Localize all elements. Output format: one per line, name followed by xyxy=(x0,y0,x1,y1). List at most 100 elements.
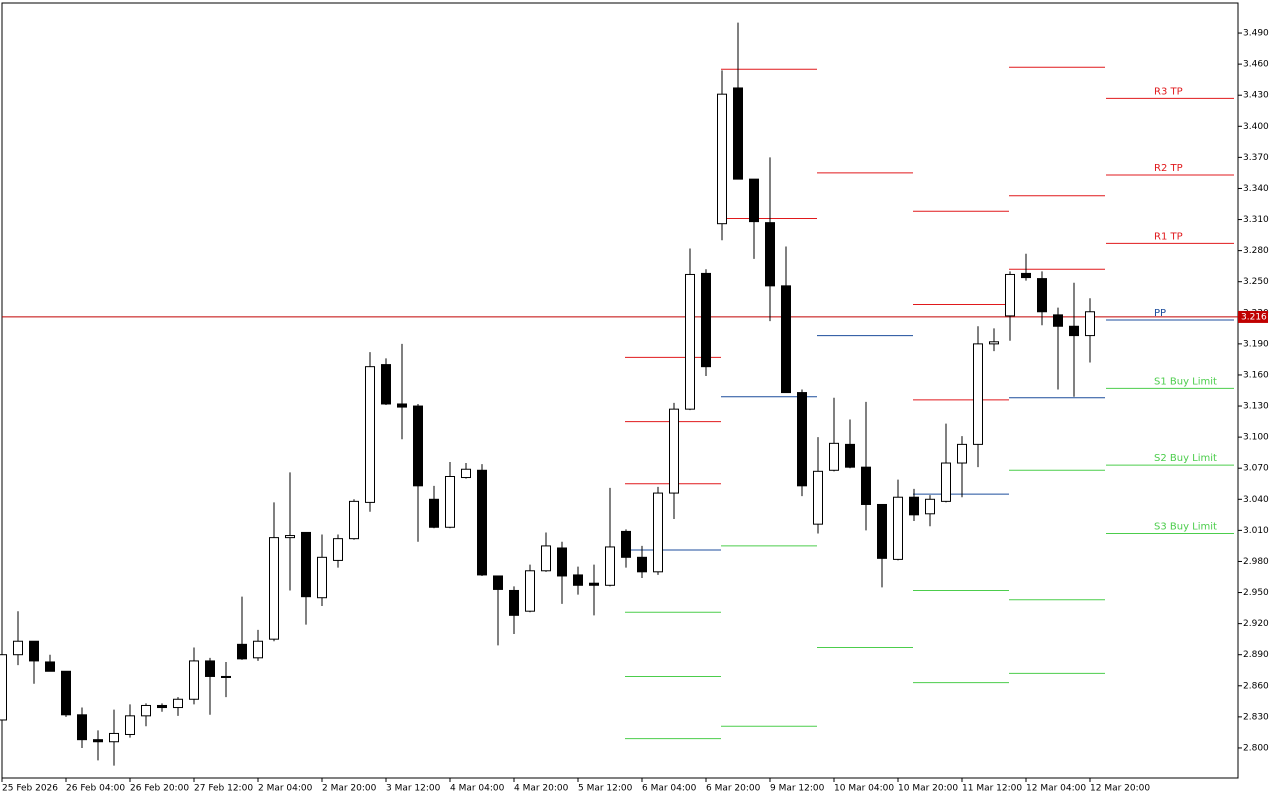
candle-body xyxy=(461,468,471,479)
candle-body xyxy=(253,640,263,659)
candle-body xyxy=(1005,273,1015,317)
candle-body xyxy=(557,547,567,577)
candle-body xyxy=(973,343,983,445)
y-tick-label: 2.800 xyxy=(1243,743,1269,753)
candle-body xyxy=(269,537,279,640)
candle-body xyxy=(141,704,151,717)
candle-body xyxy=(637,556,647,573)
candle-body xyxy=(445,475,455,528)
target-label: PP xyxy=(1154,308,1166,319)
y-tick-label: 3.490 xyxy=(1243,29,1269,39)
candle-body xyxy=(317,556,327,599)
candle-body xyxy=(573,574,583,586)
x-tick-label: 6 Mar 04:00 xyxy=(642,784,697,794)
y-tick-label: 3.370 xyxy=(1243,153,1269,163)
y-tick-label: 3.070 xyxy=(1243,464,1269,474)
candle-body xyxy=(701,272,711,368)
y-tick-label: 2.860 xyxy=(1243,681,1269,691)
candle-body xyxy=(605,546,615,586)
candle-body xyxy=(61,670,71,716)
target-label: S3 Buy Limit xyxy=(1154,521,1217,532)
candle-body xyxy=(813,470,823,525)
candle-body xyxy=(509,589,519,616)
candle-body xyxy=(189,660,199,700)
candle-body xyxy=(717,93,727,225)
candle-body xyxy=(1069,325,1079,337)
candle-body xyxy=(669,408,679,494)
candle-body xyxy=(29,640,39,662)
y-tick-label: 3.250 xyxy=(1243,277,1269,287)
plot-frame xyxy=(1,2,1239,779)
y-tick-label: 2.830 xyxy=(1243,712,1269,722)
candle-body xyxy=(221,675,231,678)
current-price-tag xyxy=(1238,310,1268,323)
x-tick-label: 4 Mar 20:00 xyxy=(514,784,569,794)
candle-body xyxy=(45,661,55,672)
y-tick-label: 2.920 xyxy=(1243,619,1269,629)
candle-body xyxy=(957,443,967,464)
candle-body xyxy=(109,732,119,743)
candle-body xyxy=(477,469,487,576)
y-tick-label: 3.280 xyxy=(1243,246,1269,256)
candle-body xyxy=(845,443,855,468)
candle-body xyxy=(1037,278,1047,313)
y-tick-label: 3.310 xyxy=(1243,215,1269,225)
target-label: R2 TP xyxy=(1154,163,1183,174)
candle-body xyxy=(333,538,343,561)
x-tick-label: 10 Mar 04:00 xyxy=(834,784,894,794)
x-tick-label: 27 Feb 12:00 xyxy=(194,784,253,794)
y-tick-label: 3.460 xyxy=(1243,60,1269,70)
candle-body xyxy=(781,285,791,394)
y-tick-label: 3.400 xyxy=(1243,122,1269,132)
candle-body xyxy=(941,462,951,502)
x-tick-label: 25 Feb 2026 xyxy=(2,784,58,794)
x-tick-label: 12 Mar 04:00 xyxy=(1026,784,1086,794)
y-tick-label: 3.340 xyxy=(1243,184,1269,194)
candle-body xyxy=(989,341,999,345)
candle-body xyxy=(589,582,599,586)
candle-body xyxy=(877,503,887,559)
candle-body xyxy=(125,715,135,735)
x-tick-label: 3 Mar 12:00 xyxy=(386,784,441,794)
x-tick-label: 10 Mar 20:00 xyxy=(898,784,958,794)
target-label: S1 Buy Limit xyxy=(1154,376,1217,387)
candle-body xyxy=(13,640,23,656)
x-tick-label: 11 Mar 12:00 xyxy=(962,784,1022,794)
candle-body xyxy=(413,405,423,487)
x-tick-label: 26 Feb 20:00 xyxy=(130,784,189,794)
y-tick-label: 3.190 xyxy=(1243,339,1269,349)
candle-body xyxy=(157,704,167,709)
current-price-label: 3.216 xyxy=(1241,312,1267,322)
candle-body xyxy=(301,531,311,598)
candle-body xyxy=(925,498,935,515)
candle-body xyxy=(237,643,247,660)
candle-body xyxy=(749,178,759,223)
x-tick-label: 5 Mar 12:00 xyxy=(578,784,633,794)
candle-body xyxy=(173,698,183,709)
y-tick-label: 3.160 xyxy=(1243,370,1269,380)
candle-body xyxy=(365,366,375,503)
candle-body xyxy=(397,403,407,408)
x-tick-label: 4 Mar 04:00 xyxy=(450,784,505,794)
candle-body xyxy=(0,654,7,721)
candle-body xyxy=(77,714,87,741)
target-label: S2 Buy Limit xyxy=(1154,453,1217,464)
target-label: R1 TP xyxy=(1154,231,1183,242)
candle-body xyxy=(797,392,807,487)
candle-body xyxy=(285,535,295,539)
y-tick-label: 3.100 xyxy=(1243,433,1269,443)
y-tick-label: 2.890 xyxy=(1243,650,1269,660)
candle-body xyxy=(381,364,391,405)
y-tick-label: 3.430 xyxy=(1243,91,1269,101)
y-tick-label: 3.130 xyxy=(1243,402,1269,412)
candle-body xyxy=(205,660,215,677)
candle-body xyxy=(861,466,871,505)
candle-body xyxy=(909,496,919,516)
candle-body xyxy=(893,496,903,560)
candle-body xyxy=(1053,314,1063,327)
target-label: R3 TP xyxy=(1154,86,1183,97)
candle-body xyxy=(93,739,103,743)
candle-body xyxy=(541,545,551,572)
candle-body xyxy=(429,498,439,528)
candle-body xyxy=(621,530,631,558)
